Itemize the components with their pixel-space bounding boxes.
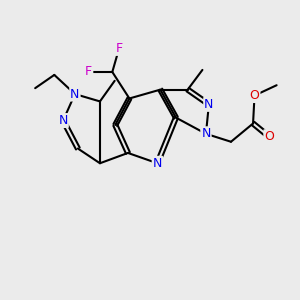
Text: F: F	[116, 42, 123, 55]
Text: N: N	[58, 114, 68, 127]
Text: N: N	[153, 157, 162, 170]
Text: F: F	[85, 65, 92, 79]
Text: N: N	[204, 98, 214, 111]
Text: O: O	[264, 130, 274, 143]
Text: N: N	[201, 127, 211, 140]
Text: N: N	[70, 88, 80, 100]
Text: O: O	[250, 89, 260, 102]
